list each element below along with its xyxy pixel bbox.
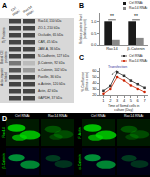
svg-text:A: A <box>2 2 7 9</box>
svg-text:1: 1 <box>102 98 105 103</box>
svg-text:α-Actinin, 120 kDa: α-Actinin, 120 kDa <box>38 82 65 86</box>
svg-text:F-Actin: F-Actin <box>78 127 82 138</box>
svg-text:20: 20 <box>92 92 97 97</box>
svg-text:5: 5 <box>130 98 133 103</box>
svg-text:D: D <box>2 115 7 122</box>
svg-text:JAM-A, 36 kDa: JAM-A, 36 kDa <box>38 47 60 51</box>
svg-text:Acto-myosinrelated: Acto-myosinrelated <box>0 68 8 86</box>
svg-text:β-Catenin, 92 kDa: β-Catenin, 92 kDa <box>38 61 65 65</box>
svg-text:Rac14 RNAi: Rac14 RNAi <box>124 114 143 118</box>
svg-text:Tj Proteins: Tj Proteins <box>2 27 6 43</box>
svg-text:Time of Semd cells inculture (: Time of Semd cells inculture (Day) <box>108 104 140 112</box>
svg-text:**: ** <box>134 13 138 19</box>
svg-text:N-Cadherin, 127 kDa: N-Cadherin, 127 kDa <box>38 54 69 58</box>
svg-text:ZO-1, 210 kDa: ZO-1, 210 kDa <box>38 26 60 30</box>
svg-text:Rac14: Rac14 <box>2 127 6 137</box>
svg-text:Ctrl RNAi: Ctrl RNAi <box>129 54 143 58</box>
svg-text:6: 6 <box>137 98 140 103</box>
svg-text:Rac14, 110 kDa: Rac14, 110 kDa <box>38 19 62 23</box>
svg-text:0.5: 0.5 <box>91 31 97 36</box>
svg-text:30: 30 <box>92 86 97 91</box>
svg-text:β-Catenin: β-Catenin <box>127 46 144 51</box>
svg-text:1.0: 1.0 <box>91 19 97 24</box>
svg-text:α-Catenin, 102 kDa: α-Catenin, 102 kDa <box>38 68 67 72</box>
svg-text:Ctrl RNAi: Ctrl RNAi <box>129 1 143 5</box>
svg-text:CtrlRNAi: CtrlRNAi <box>9 5 21 17</box>
svg-text:C: C <box>79 54 84 61</box>
svg-text:Rac14 RNAi: Rac14 RNAi <box>129 59 147 63</box>
svg-text:Ctrl RNAi: Ctrl RNAi <box>15 114 30 118</box>
svg-text:Occludin, 65 kDa: Occludin, 65 kDa <box>38 33 63 37</box>
svg-text:**: ** <box>110 13 114 19</box>
svg-text:Rac14RNAi: Rac14RNAi <box>22 5 35 18</box>
svg-text:Rac14 RNAi: Rac14 RNAi <box>129 6 147 10</box>
svg-text:Transfection: Transfection <box>108 65 127 69</box>
svg-text:50: 50 <box>92 74 97 79</box>
svg-text:Actin, 42 kDa: Actin, 42 kDa <box>38 89 58 93</box>
svg-text:B: B <box>79 2 84 9</box>
svg-text:Rac14: Rac14 <box>106 46 118 51</box>
svg-text:60: 60 <box>92 68 97 73</box>
svg-text:GAPDH, 37 kDa: GAPDH, 37 kDa <box>38 96 62 100</box>
svg-text:Rac14 RNAi: Rac14 RNAi <box>48 114 67 118</box>
svg-text:α-Catenin: α-Catenin <box>78 154 82 169</box>
svg-text:% Confluence(Ohms x cm²): % Confluence(Ohms x cm²) <box>81 71 89 91</box>
svg-text:CAR, 45 kDa: CAR, 45 kDa <box>38 40 57 44</box>
svg-text:Paxillin, 36 kDa: Paxillin, 36 kDa <box>38 75 61 79</box>
svg-text:Ctrl RNAi: Ctrl RNAi <box>91 114 106 118</box>
svg-text:β-Catenin: β-Catenin <box>2 153 6 168</box>
svg-text:4: 4 <box>123 98 126 103</box>
svg-text:Basal CEproteins: Basal CEproteins <box>0 49 8 64</box>
svg-text:40: 40 <box>92 80 97 85</box>
svg-text:3: 3 <box>116 98 119 103</box>
svg-text:0.0: 0.0 <box>91 42 97 47</box>
svg-text:2: 2 <box>109 98 112 103</box>
svg-text:Relative protein level(arbitra: Relative protein level(arbitrary unit) <box>79 14 87 44</box>
svg-text:7: 7 <box>143 98 146 103</box>
